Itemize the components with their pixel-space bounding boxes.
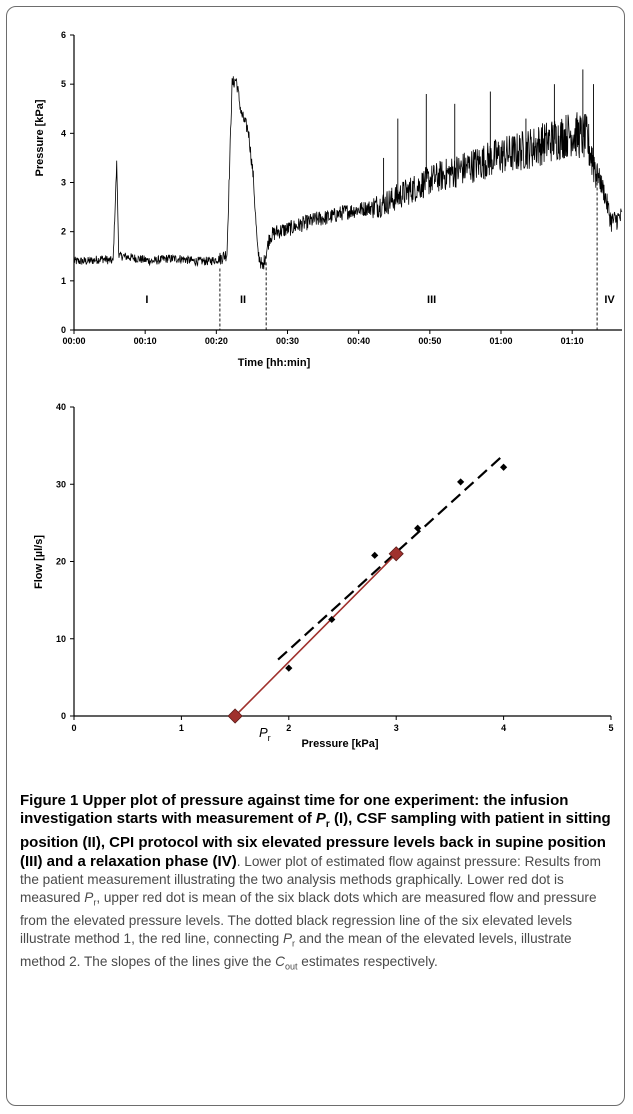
flow-pressure-chart: 0 10 20 30 40 0 1 2 3 4 5 Pressure [kPa] Flow [µl/… — [33, 402, 614, 750]
caption-title: Figure 1 Upper plot of pressure against … — [20, 792, 611, 870]
red-method-line — [234, 553, 397, 717]
top-y-tick-label: 6 — [61, 30, 66, 40]
caption-pr: P — [84, 890, 94, 906]
caption-body-2: , upper red dot is mean of the six black… — [20, 890, 597, 947]
bottom-y-tick-label: 40 — [56, 402, 66, 412]
top-y-tick-label: 2 — [61, 227, 66, 237]
bottom-y-tick-label: 10 — [56, 634, 66, 644]
top-x-tick-label: 01:00 — [489, 336, 512, 346]
top-x-tick-label: 00:40 — [347, 336, 370, 346]
bottom-x-tick-label: 2 — [286, 723, 291, 733]
top-x-tick-label: 00:10 — [134, 336, 157, 346]
top-x-tick-label: 00:50 — [418, 336, 441, 346]
pr-label: Pr — [259, 725, 271, 743]
caption-pr-sub-2: r — [292, 938, 296, 949]
phase-label: II — [240, 294, 246, 306]
bottom-x-tick-label: 3 — [394, 723, 399, 733]
bottom-x-tick-label: 4 — [501, 723, 506, 733]
data-point — [414, 524, 422, 532]
top-y-tick-label: 4 — [61, 128, 66, 138]
bottom-y-tick-label: 20 — [56, 557, 66, 567]
top-x-tick-label: 01:10 — [561, 336, 584, 346]
caption-body-3: and the mean of the elevated levels, ill… — [20, 931, 572, 970]
bottom-x-tick-label: 5 — [608, 723, 613, 733]
phase-label: III — [427, 294, 436, 306]
top-x-tick-label: 00:20 — [205, 336, 228, 346]
bottom-y-tick-label: 0 — [61, 711, 66, 721]
data-point — [500, 463, 508, 471]
phase-label: I — [145, 294, 148, 306]
caption-body-1: . Lower plot of estimated flow against p… — [20, 853, 601, 906]
top-y-tick-label: 0 — [61, 325, 66, 335]
caption-cout-sub: out — [285, 961, 298, 972]
bottom-x-tick-label: 0 — [71, 723, 76, 733]
top-x-tick-label: 00:30 — [276, 336, 299, 346]
data-point — [371, 551, 379, 559]
bottom-y-tick-label: 30 — [56, 479, 66, 489]
red-point — [388, 546, 404, 562]
phase-label: IV — [604, 294, 615, 306]
figure-caption: Figure 1 Upper plot of pressure against … — [20, 792, 615, 976]
bottom-y-axis-label: Flow [µl/s] — [33, 535, 45, 589]
data-point — [285, 664, 293, 672]
bottom-x-axis-label: Pressure [kPa] — [301, 738, 378, 750]
top-y-axis-label: Pressure [kPa] — [34, 99, 46, 176]
caption-cout: C — [275, 954, 285, 970]
top-y-tick-label: 1 — [61, 276, 66, 286]
regression-line — [277, 454, 505, 661]
data-point — [328, 615, 336, 624]
pressure-trace — [73, 76, 623, 270]
top-x-axis-label: Time [hh:min] — [238, 357, 311, 369]
top-y-tick-label: 3 — [61, 178, 66, 188]
top-x-tick-label: 00:00 — [62, 336, 85, 346]
bottom-x-tick-label: 1 — [179, 723, 184, 733]
data-point — [457, 478, 465, 486]
top-y-tick-label: 5 — [61, 79, 66, 89]
red-point — [227, 708, 243, 724]
caption-pr-sub: r — [93, 897, 97, 908]
caption-pr-2: P — [282, 931, 293, 947]
figure-frame — [6, 6, 625, 1106]
caption-body-4: estimates respectively. — [297, 954, 438, 970]
pressure-time-chart: 0 1 2 3 4 5 6 00:00 00:10 00:20 00:30 00:40 00:50 01:… — [34, 30, 623, 369]
